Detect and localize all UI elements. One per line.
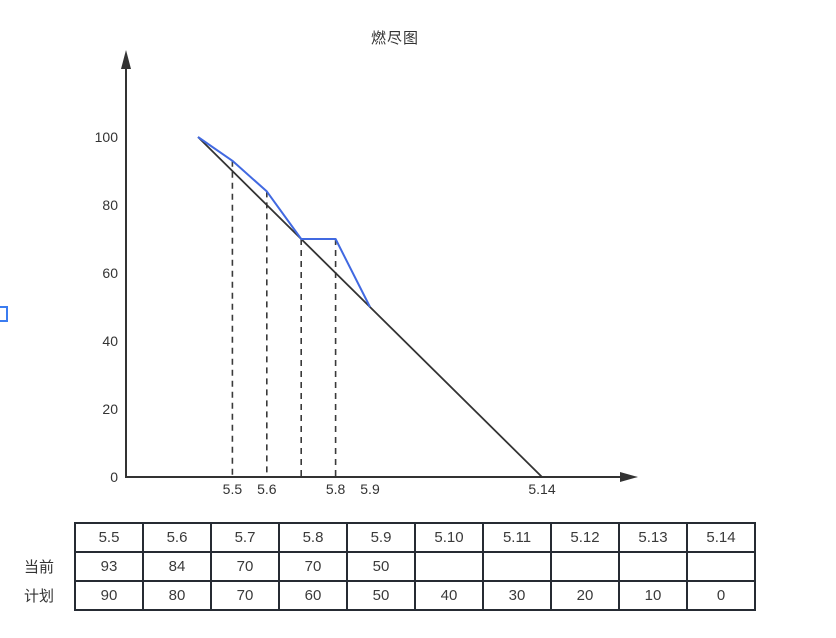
x-axis-arrow-icon (620, 472, 638, 482)
y-tick-label: 0 (110, 469, 118, 485)
table-header-cell: 5.7 (210, 522, 280, 553)
table-header-cell: 5.10 (414, 522, 484, 553)
table-cell (618, 551, 688, 582)
table-cell: 70 (278, 551, 348, 582)
burndown-table: 5.5 5.6 5.7 5.8 5.9 5.10 5.11 5.12 5.13 5.14 当前 93 8… (20, 522, 756, 611)
x-tick-label: 5.8 (326, 481, 346, 497)
table-cell: 90 (74, 580, 144, 611)
table-cell: 70 (210, 551, 280, 582)
burndown-table-body: 5.5 5.6 5.7 5.8 5.9 5.10 5.11 5.12 5.13 5.14 当前 93 8… (20, 522, 756, 611)
x-tick-label: 5.6 (257, 481, 277, 497)
table-cell: 40 (414, 580, 484, 611)
row-label: 计划 (24, 588, 55, 605)
table-cell: 84 (142, 551, 212, 582)
table-cell: 50 (346, 580, 416, 611)
table-row: 计划 90 80 70 60 50 40 30 20 10 0 (20, 580, 756, 611)
row-label-empty (20, 523, 75, 552)
table-cell: 80 (142, 580, 212, 611)
table-row: 5.5 5.6 5.7 5.8 5.9 5.10 5.11 5.12 5.13 5.14 (20, 522, 756, 553)
table-cell: 93 (74, 551, 144, 582)
table-header-cell: 5.5 (74, 522, 144, 553)
y-tick-label: 20 (102, 401, 118, 417)
y-tick-label: 100 (95, 129, 119, 145)
table-cell: 10 (618, 580, 688, 611)
table-header-cell: 5.13 (618, 522, 688, 553)
table-header-cell: 5.12 (550, 522, 620, 553)
row-label: 当前 (24, 559, 55, 576)
burndown-chart: 0 20 40 60 80 100 5.5 5.6 5.8 5.9 5.14 (95, 50, 638, 497)
table-header-cell: 5.8 (278, 522, 348, 553)
table-header-cell: 5.14 (686, 522, 756, 553)
edge-selection-marker (0, 306, 8, 322)
table-header-cell: 5.9 (346, 522, 416, 553)
data-table-section: 5.5 5.6 5.7 5.8 5.9 5.10 5.11 5.12 5.13 5.14 当前 93 8… (20, 522, 756, 611)
table-cell: 30 (482, 580, 552, 611)
y-tick-label: 60 (102, 265, 118, 281)
table-cell (482, 551, 552, 582)
table-header-cell: 5.11 (482, 522, 552, 553)
actual-line (197, 136, 371, 308)
y-tick-label: 40 (102, 333, 118, 349)
table-cell (550, 551, 620, 582)
table-header-cell: 5.6 (142, 522, 212, 553)
y-axis-arrow-icon (121, 50, 131, 69)
table-cell: 0 (686, 580, 756, 611)
table-cell: 50 (346, 551, 416, 582)
y-tick-label: 80 (102, 197, 118, 213)
table-cell: 20 (550, 580, 620, 611)
x-tick-label: 5.5 (223, 481, 243, 497)
x-tick-label: 5.9 (360, 481, 380, 497)
table-cell: 70 (210, 580, 280, 611)
table-cell (414, 551, 484, 582)
table-row: 当前 93 84 70 70 50 (20, 551, 756, 582)
table-cell: 60 (278, 580, 348, 611)
chart-title: 燃尽图 (370, 30, 419, 47)
table-cell (686, 551, 756, 582)
x-tick-label: 5.14 (528, 481, 555, 497)
